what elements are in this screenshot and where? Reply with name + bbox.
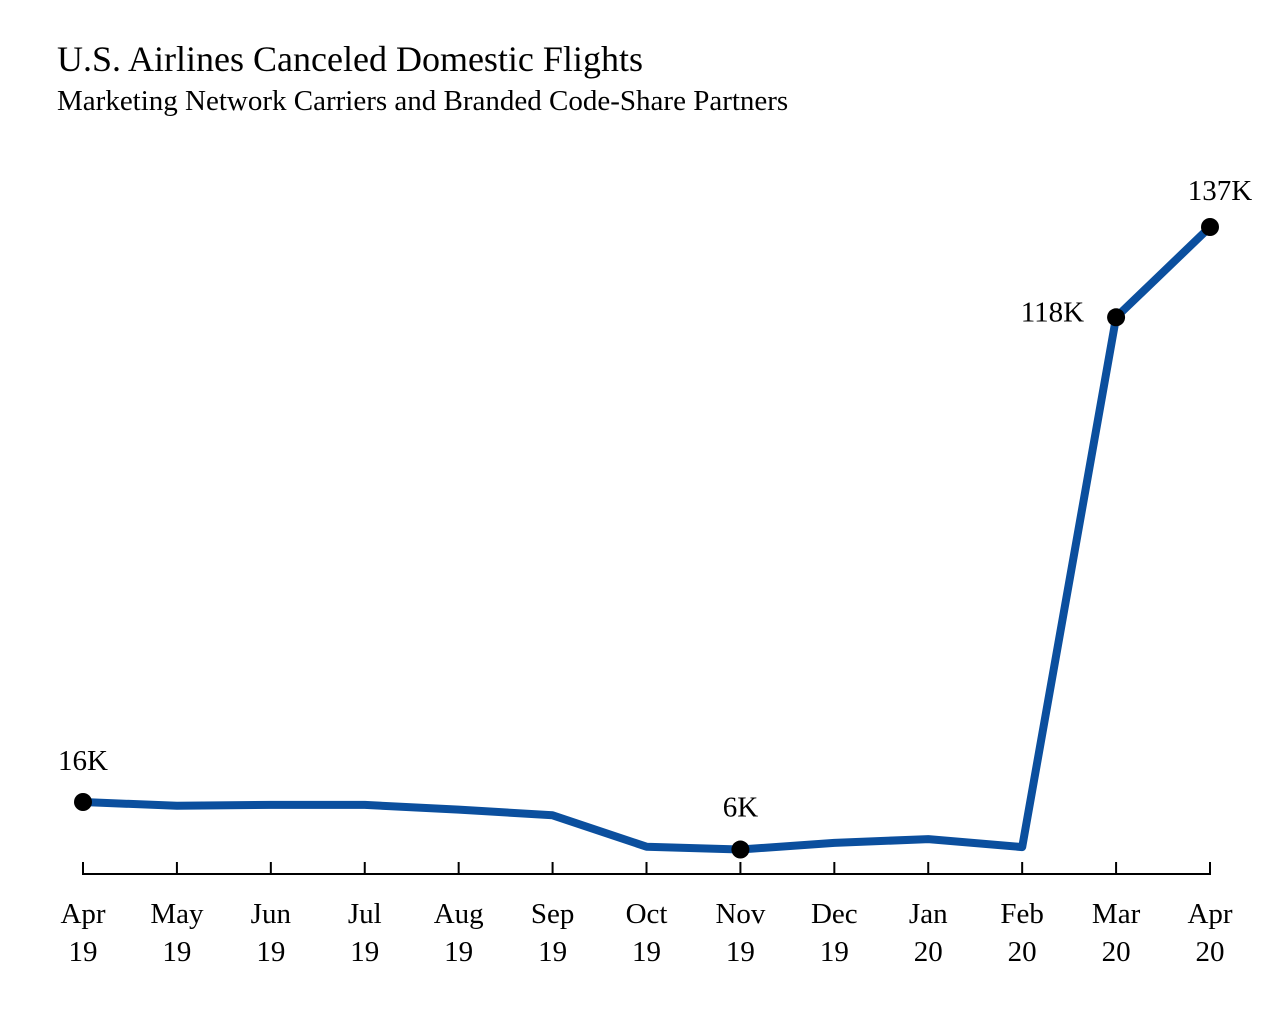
x-tick-label-year: 20	[1102, 936, 1131, 968]
x-tick-label-month: May	[150, 898, 204, 930]
data-point-marker	[1107, 308, 1126, 327]
x-tick-label-month: Feb	[1000, 898, 1044, 930]
data-label: 118K	[1021, 296, 1084, 328]
x-tick-label-month: Nov	[715, 898, 765, 930]
x-tick-label-month: Oct	[626, 898, 668, 930]
x-tick-label-month: Mar	[1092, 898, 1141, 930]
data-point-marker	[1201, 218, 1219, 236]
x-tick-label-year: 19	[256, 936, 285, 968]
data-label: 137K	[1188, 175, 1253, 207]
x-tick-label-year: 19	[632, 936, 661, 968]
x-tick-label-month: Apr	[60, 898, 105, 930]
series-line	[79, 223, 1214, 854]
x-tick-label-year: 20	[1008, 936, 1037, 968]
data-label: 16K	[58, 745, 108, 777]
x-tick-label-year: 19	[162, 936, 191, 968]
x-tick-label-year: 19	[538, 936, 567, 968]
x-tick-label-month: Sep	[531, 898, 575, 930]
x-tick-label-year: 19	[350, 936, 379, 968]
x-tick-label-year: 19	[69, 936, 98, 968]
data-label: 6K	[723, 792, 759, 824]
x-tick-label-year: 19	[726, 936, 755, 968]
x-tick-label-month: Aug	[434, 898, 484, 930]
data-point-marker	[74, 793, 92, 811]
data-point-marker	[731, 840, 750, 859]
chart-subtitle: Marketing Network Carriers and Branded C…	[57, 85, 789, 117]
x-tick-label-year: 19	[444, 936, 473, 968]
x-tick-label-month: Jun	[251, 898, 292, 930]
x-tick-label-month: Jul	[348, 898, 382, 930]
x-tick-label-month: Dec	[811, 898, 858, 930]
x-tick-label-month: Apr	[1187, 898, 1232, 930]
x-tick-label-year: 20	[914, 936, 943, 968]
x-tick-label-year: 19	[820, 936, 849, 968]
chart-title: U.S. Airlines Canceled Domestic Flights	[57, 39, 643, 79]
x-tick-label-month: Jan	[909, 898, 948, 930]
x-tick-label-year: 20	[1196, 936, 1225, 968]
